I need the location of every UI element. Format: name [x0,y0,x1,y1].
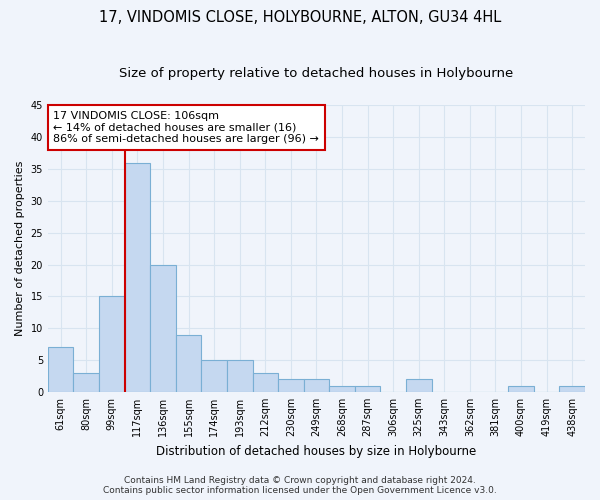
Bar [99,296,125,392]
Bar [355,386,380,392]
Text: 17 VINDOMIS CLOSE: 106sqm
← 14% of detached houses are smaller (16)
86% of semi-: 17 VINDOMIS CLOSE: 106sqm ← 14% of detac… [53,111,319,144]
Bar [508,386,534,392]
Bar [48,348,73,392]
Bar [176,334,202,392]
Bar [559,386,585,392]
Text: Contains HM Land Registry data © Crown copyright and database right 2024.
Contai: Contains HM Land Registry data © Crown c… [103,476,497,495]
X-axis label: Distribution of detached houses by size in Holybourne: Distribution of detached houses by size … [157,444,476,458]
Bar [278,379,304,392]
Text: 17, VINDOMIS CLOSE, HOLYBOURNE, ALTON, GU34 4HL: 17, VINDOMIS CLOSE, HOLYBOURNE, ALTON, G… [99,10,501,25]
Bar [227,360,253,392]
Bar [150,264,176,392]
Bar [73,373,99,392]
Bar [125,162,150,392]
Y-axis label: Number of detached properties: Number of detached properties [15,161,25,336]
Bar [202,360,227,392]
Bar [253,373,278,392]
Title: Size of property relative to detached houses in Holybourne: Size of property relative to detached ho… [119,68,514,80]
Bar [329,386,355,392]
Bar [304,379,329,392]
Bar [406,379,431,392]
